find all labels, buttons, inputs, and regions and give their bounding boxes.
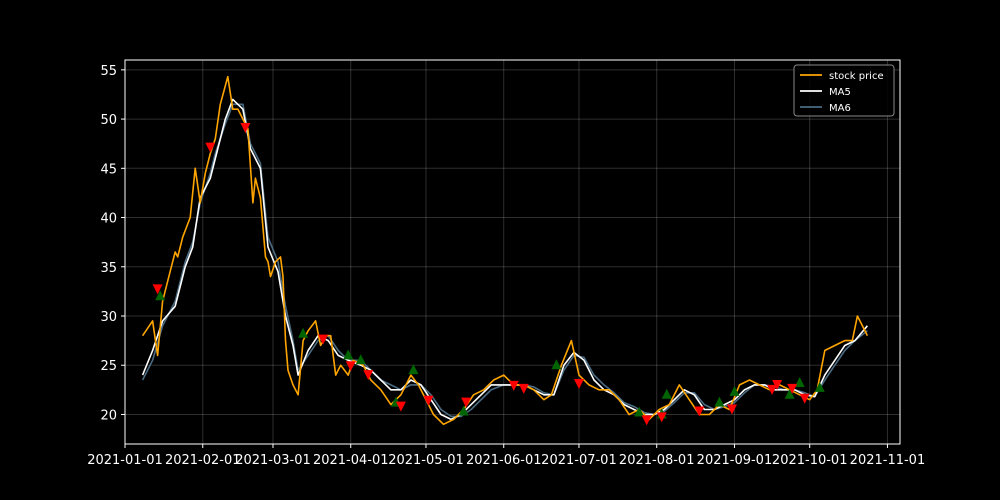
legend-label: MA5 — [829, 87, 851, 98]
sell-marker — [363, 370, 374, 381]
sell-marker — [345, 361, 356, 372]
sell-marker — [726, 404, 737, 415]
y-tick-label: 45 — [100, 162, 117, 177]
x-tick-label: 2021-04-01 — [313, 453, 389, 468]
buy-marker — [298, 327, 309, 338]
y-tick-label: 30 — [100, 310, 117, 325]
grid — [124, 60, 900, 444]
sell-marker — [799, 393, 810, 404]
series-line-ma6 — [141, 103, 868, 418]
buy-marker — [343, 349, 354, 360]
x-tick-label: 2021-01-01 — [87, 453, 163, 468]
sell-marker — [641, 415, 652, 426]
legend-label: MA6 — [829, 103, 851, 114]
sell-marker — [508, 380, 519, 391]
buy-marker — [661, 388, 672, 399]
sell-marker — [461, 397, 472, 408]
x-tick-label: 2021-05-01 — [388, 453, 464, 468]
sell-marker — [787, 383, 798, 394]
buy-marker — [729, 385, 740, 396]
sell-marker — [395, 401, 406, 412]
sell-marker — [656, 412, 667, 423]
y-tick-label: 25 — [100, 359, 117, 374]
plot-frame — [124, 59, 901, 445]
y-tick-label: 35 — [100, 261, 117, 276]
x-tick-label: 2021-10-01 — [772, 453, 848, 468]
sell-marker — [152, 284, 163, 295]
legend: stock price MA5 MA6 — [793, 64, 895, 117]
x-tick-label: 2021-09-01 — [697, 453, 773, 468]
y-tick-label: 20 — [100, 408, 117, 423]
series-line-stock-price — [141, 75, 869, 426]
buy-marker — [784, 388, 795, 399]
buy-marker — [155, 290, 166, 301]
sell-marker — [423, 395, 434, 406]
y-tick-label: 40 — [100, 212, 117, 227]
legend-label: stock price — [829, 71, 884, 82]
buy-marker — [814, 381, 825, 392]
buy-marker — [714, 396, 725, 407]
sell-marker — [772, 379, 783, 390]
sell-marker — [318, 334, 329, 345]
sell-marker — [205, 142, 216, 153]
x-tick-label: 2021-11-01 — [850, 453, 926, 468]
x-tick-label: 2021-03-01 — [235, 453, 311, 468]
buy-marker — [458, 405, 469, 416]
sell-marker — [767, 384, 778, 395]
x-tick-label: 2021-07-01 — [541, 453, 617, 468]
buy-marker — [551, 359, 562, 370]
x-tick-label: 2021-02-01 — [165, 453, 241, 468]
signal-markers — [152, 122, 825, 426]
buy-marker — [634, 406, 645, 417]
series-line-ma5 — [141, 98, 869, 421]
legend-box — [793, 64, 895, 117]
sell-marker — [694, 406, 705, 417]
sell-marker — [240, 122, 251, 133]
buy-marker — [794, 376, 805, 387]
sell-marker — [518, 383, 529, 394]
x-tick-label: 2021-06-01 — [466, 453, 542, 468]
series-lines — [141, 75, 869, 426]
sell-marker — [573, 378, 584, 389]
y-tick-label: 50 — [100, 113, 117, 128]
y-tick-label: 55 — [100, 64, 117, 79]
x-tick-label: 2021-08-01 — [619, 453, 695, 468]
buy-marker — [355, 354, 366, 365]
buy-marker — [408, 364, 419, 375]
